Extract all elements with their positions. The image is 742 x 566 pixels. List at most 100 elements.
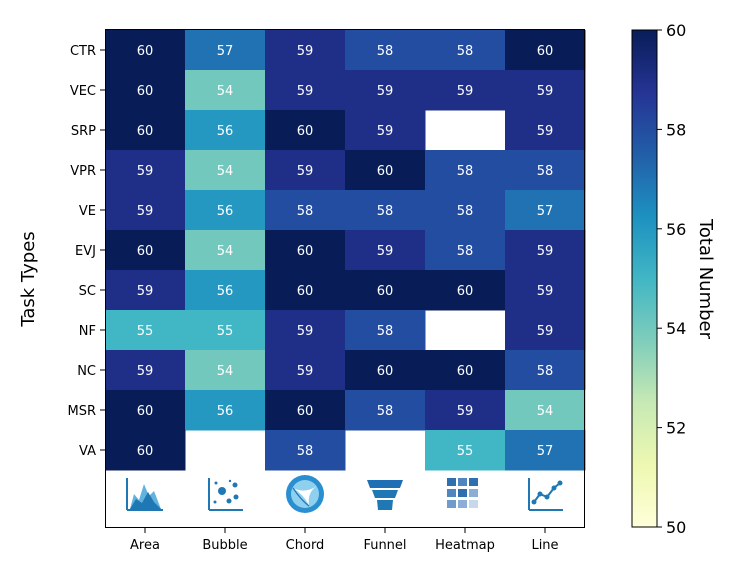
heatmap-cell — [185, 230, 266, 271]
heatmap-cell — [265, 150, 346, 191]
heatmap-cell-value: 60 — [137, 44, 154, 59]
y-tick-label: CTR — [70, 44, 96, 59]
y-tick-label: VE — [79, 204, 96, 219]
heatmap-cell — [105, 70, 186, 111]
heatmap-cell-value: 59 — [137, 364, 154, 379]
heatmap-cell-value: 55 — [137, 324, 154, 339]
heatmap-cells — [105, 30, 586, 471]
heatmap-cell-value: 59 — [297, 84, 314, 99]
heatmap-cell-value: 57 — [537, 444, 554, 459]
heatmap-cell-value: 59 — [137, 204, 154, 219]
heatmap-cell-value: 60 — [137, 404, 154, 419]
heatmap-cell-value: 54 — [217, 164, 234, 179]
heatmap-cell-value: 58 — [377, 44, 394, 59]
y-tick-label: SRP — [71, 124, 96, 139]
heatmap-cell-value: 59 — [297, 164, 314, 179]
heatmap-cell — [265, 390, 346, 431]
heatmap-cell — [505, 350, 586, 391]
heatmap-cell-value: 60 — [297, 244, 314, 259]
heatmap-cell-value: 59 — [457, 84, 474, 99]
heatmap-cell — [185, 30, 266, 71]
heatmap-cell-value: 59 — [377, 244, 394, 259]
x-tick-label: Line — [531, 538, 558, 553]
heatmap-cell-value: 60 — [457, 284, 474, 299]
heatmap-cell — [425, 70, 506, 111]
heatmap-cell — [185, 350, 266, 391]
heatmap-cell — [345, 230, 426, 271]
heatmap-cell-value: 60 — [457, 364, 474, 379]
heatmap-cell-value: 58 — [377, 404, 394, 419]
line-chart-icon — [528, 478, 563, 511]
heatmap-cell — [265, 310, 346, 351]
heatmap-cell-value: 55 — [217, 324, 234, 339]
heatmap-cell — [105, 30, 186, 71]
heatmap-cell-value: 59 — [377, 124, 394, 139]
heatmap-cell — [345, 270, 426, 311]
heatmap-cell-value: 54 — [217, 84, 234, 99]
colorbar-tick-label: 58 — [666, 120, 686, 139]
y-axis: CTR VEC SRP VPR VE EVJ SC NF NC MSR VA — [67, 44, 105, 459]
bubble-chart-icon — [208, 478, 243, 511]
chart-type-icon-row — [126, 475, 563, 513]
heatmap-cell-value: 59 — [297, 44, 314, 59]
heatmap-cell — [505, 230, 586, 271]
x-axis: Area Bubble Chord Funnel Heatmap Line — [130, 528, 559, 553]
heatmap-cell — [345, 390, 426, 431]
heatmap-cell — [345, 30, 426, 71]
heatmap-cell — [345, 190, 426, 231]
heatmap-cell-value: 58 — [457, 164, 474, 179]
heatmap-cell — [265, 110, 346, 151]
heatmap-cell-value: 58 — [537, 164, 554, 179]
heatmap-cell — [185, 110, 266, 151]
heatmap-cell — [425, 150, 506, 191]
heatmap-cell-value: 60 — [137, 244, 154, 259]
heatmap-cell — [105, 110, 186, 151]
heatmap-cell — [105, 310, 186, 351]
heatmap-cell — [265, 190, 346, 231]
heatmap-cell — [425, 350, 506, 391]
heatmap-cell — [265, 350, 346, 391]
heatmap-cell — [265, 430, 346, 471]
heatmap-cell — [345, 150, 426, 191]
heatmap-cell — [105, 190, 186, 231]
heatmap-cell — [505, 150, 586, 191]
heatmap-cell — [425, 270, 506, 311]
heatmap-cell — [345, 310, 426, 351]
heatmap-cell — [505, 270, 586, 311]
heatmap-cell-value: 60 — [377, 284, 394, 299]
heatmap-cell-value: 60 — [137, 444, 154, 459]
heatmap-cell — [505, 110, 586, 151]
heatmap-cell-value: 58 — [457, 44, 474, 59]
heatmap-cell — [185, 70, 266, 111]
heatmap-cell — [185, 150, 266, 191]
x-tick-label: Funnel — [363, 538, 406, 553]
colorbar-label: Total Number — [695, 218, 716, 340]
y-tick-label: SC — [79, 284, 96, 299]
y-tick-label: NC — [77, 364, 96, 379]
heatmap-cell — [505, 30, 586, 71]
heatmap-cell-value: 57 — [537, 204, 554, 219]
heatmap-cell — [425, 190, 506, 231]
heatmap-cell-value: 58 — [297, 444, 314, 459]
heatmap-cell — [105, 230, 186, 271]
colorbar-tick-label: 52 — [666, 419, 686, 438]
heatmap-cell-value: 58 — [377, 204, 394, 219]
heatmap-cell-value: 58 — [457, 244, 474, 259]
heatmap-cell — [105, 150, 186, 191]
heatmap-cell — [185, 190, 266, 231]
heatmap-cell — [505, 430, 586, 471]
heatmap-cell — [185, 270, 266, 311]
heatmap-cell-value: 59 — [537, 124, 554, 139]
heatmap-cell-value: 54 — [217, 244, 234, 259]
heatmap-cell — [505, 390, 586, 431]
funnel-chart-icon — [367, 480, 403, 510]
heatmap-cell — [345, 70, 426, 111]
heatmap-cell — [505, 310, 586, 351]
heatmap-cell — [425, 430, 506, 471]
area-chart-icon — [126, 478, 163, 511]
heatmap-cell — [425, 390, 506, 431]
heatmap-cell — [425, 30, 506, 71]
y-tick-label: VA — [79, 444, 96, 459]
heatmap-cell-value: 56 — [217, 404, 234, 419]
